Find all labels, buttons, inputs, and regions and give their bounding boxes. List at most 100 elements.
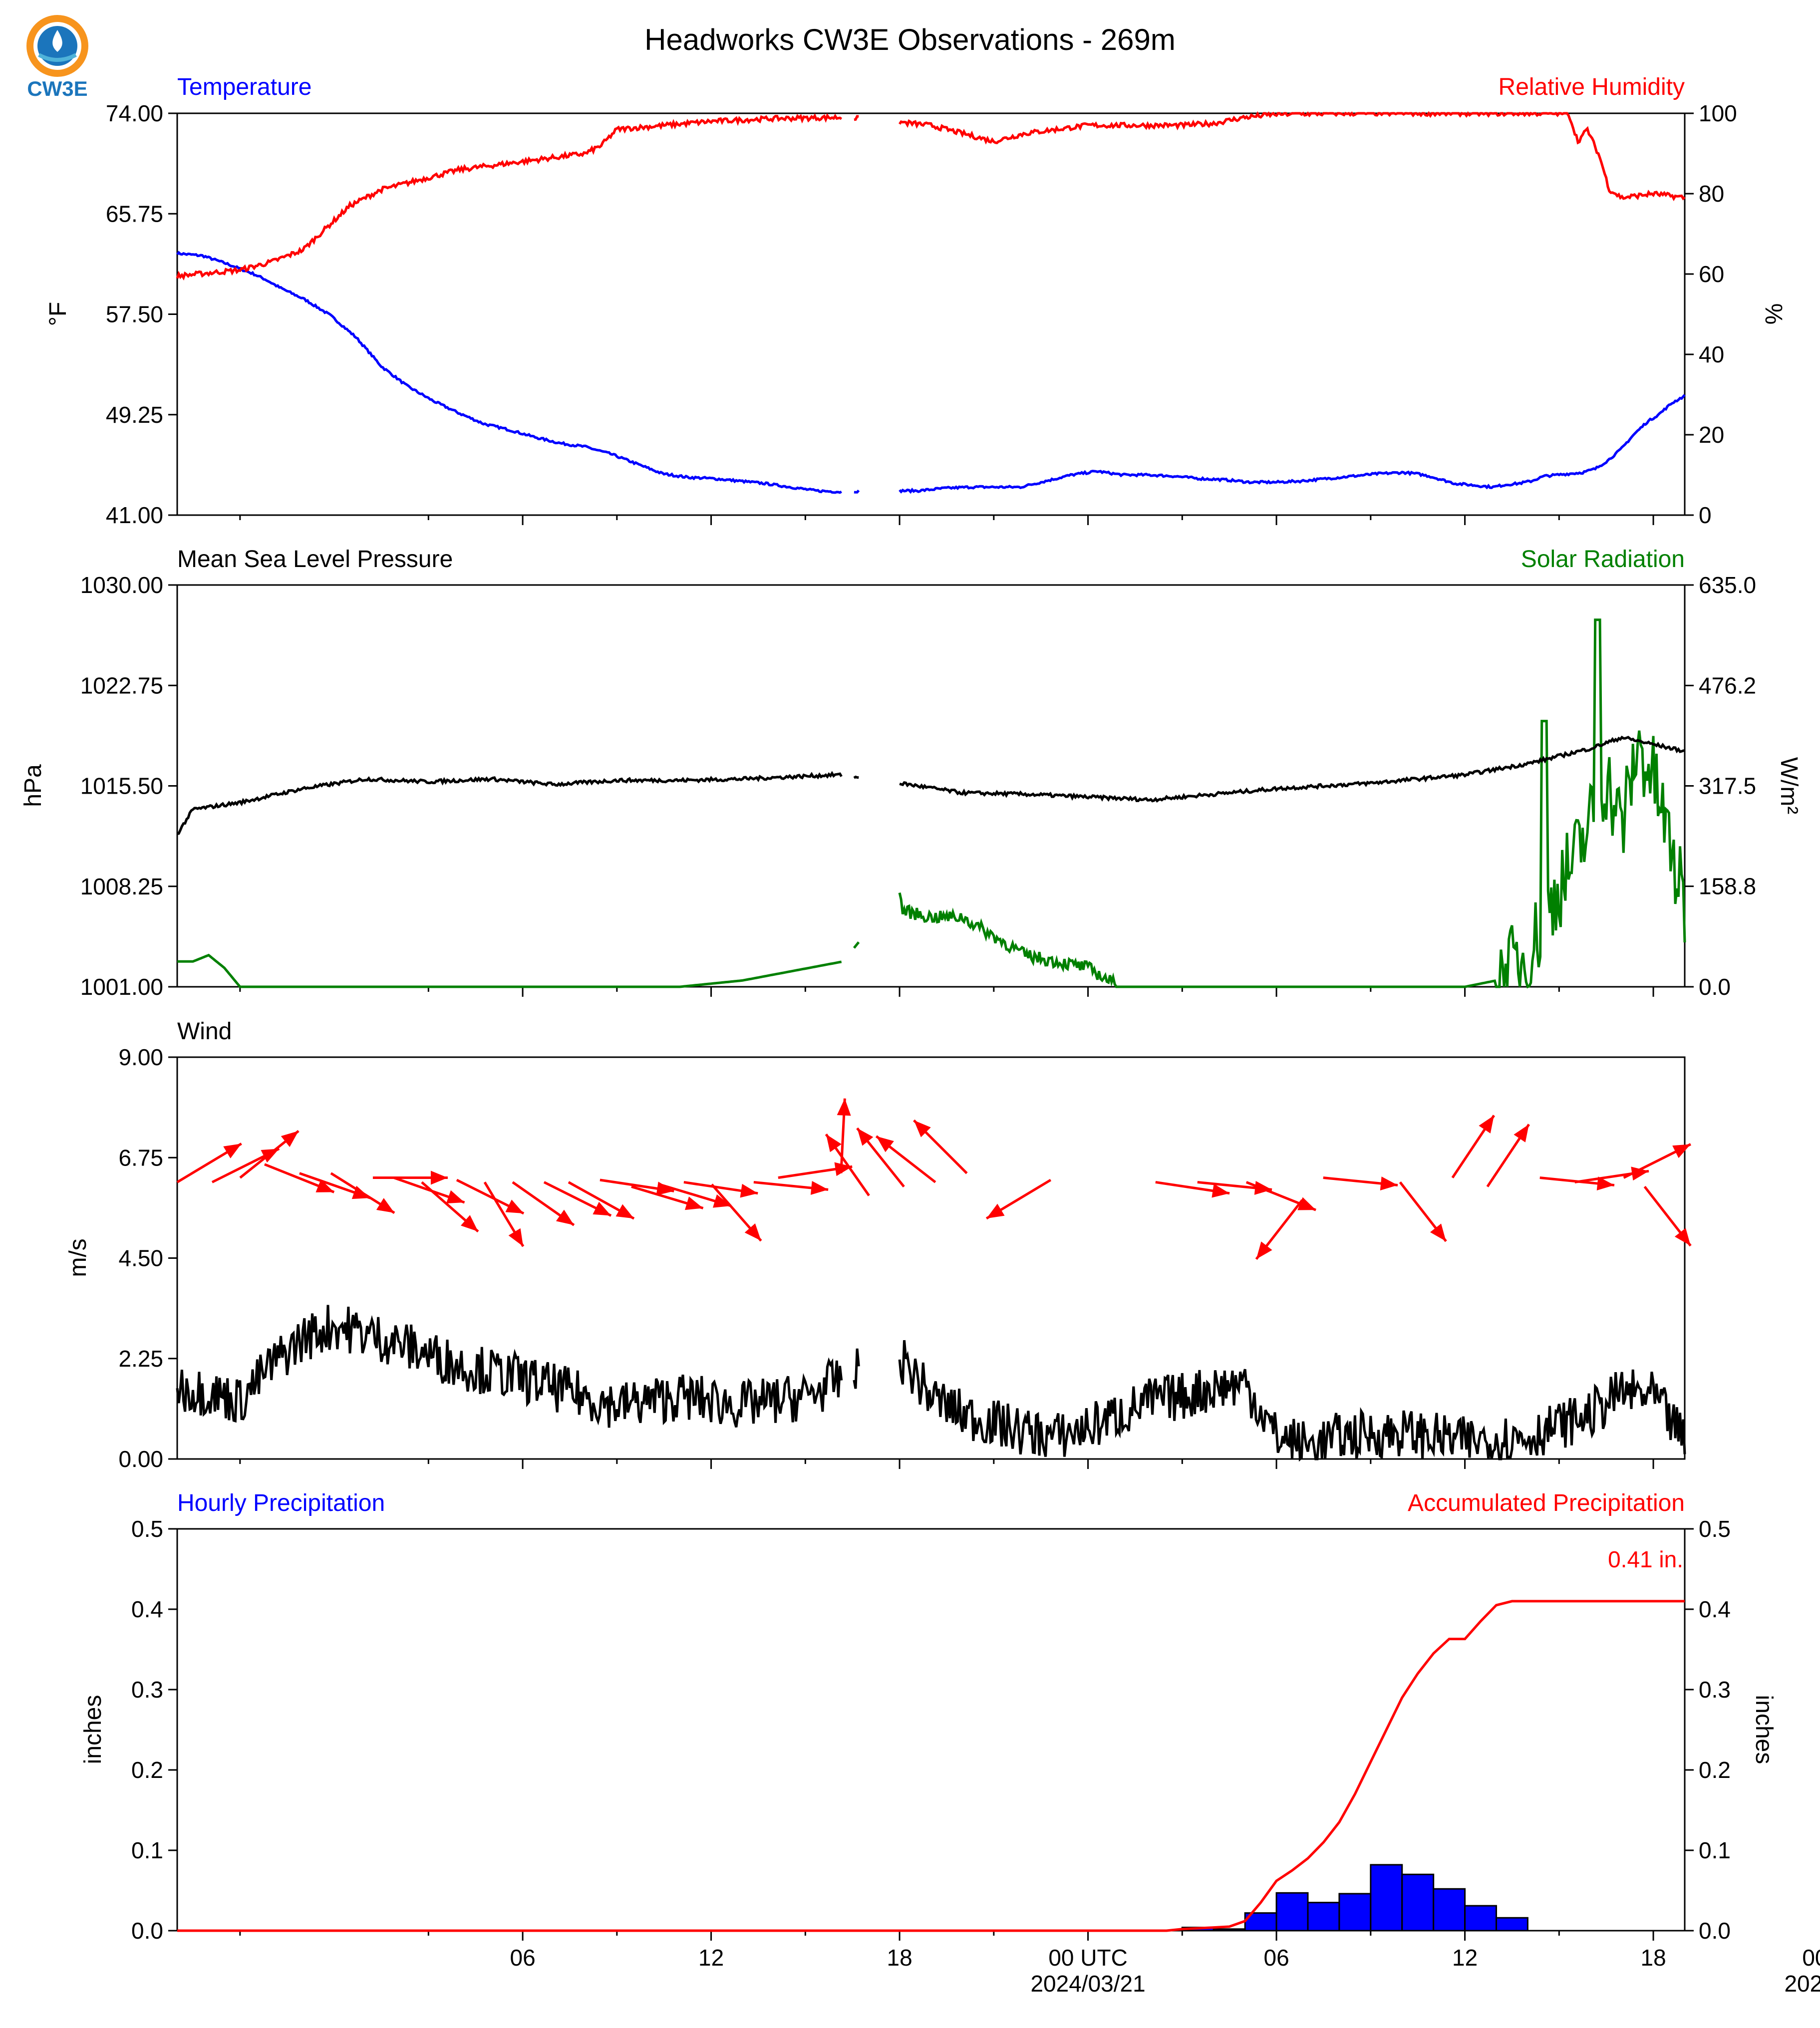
x-tick-label: 06 — [510, 1945, 535, 1971]
humidity-axis-label: % — [1760, 303, 1787, 325]
y2-tick-label: 0.2 — [1699, 1757, 1731, 1783]
y-tick-label: 1001.00 — [80, 974, 163, 1000]
logo-wave-icon — [38, 53, 77, 62]
y2-tick-label: 0 — [1699, 502, 1712, 528]
x-date-label: 2024/03/21 — [1030, 1971, 1145, 1997]
y2-tick-label: 0.0 — [1699, 1918, 1731, 1944]
y-tick-label: 74.00 — [106, 100, 163, 126]
panel-temperature-humidity: Temperature Relative Humidity °F % 41.00… — [45, 74, 1787, 528]
pressure-line — [177, 735, 1685, 836]
y2-tick-label: 20 — [1699, 422, 1724, 448]
y-tick-label: 57.50 — [106, 301, 163, 327]
y-tick-label: 1022.75 — [80, 672, 163, 698]
wind-arrowhead — [1596, 1176, 1614, 1190]
y2-tick-label: 0.0 — [1699, 974, 1731, 1000]
wind-arrowhead — [376, 1198, 395, 1213]
wind-arrowhead — [615, 1204, 634, 1219]
y-tick-label: 2.25 — [118, 1346, 163, 1372]
wind-arrowhead — [461, 1215, 478, 1232]
wind-arrowhead — [986, 1203, 1005, 1219]
panel-wind: Wind m/s 0.00 2.25 4.50 6.75 9.00 — [65, 1018, 1692, 1472]
panel-pressure-solar: Mean Sea Level Pressure Solar Radiation … — [20, 546, 1802, 1000]
precip-bar — [1401, 1873, 1435, 1932]
panel-frame — [176, 112, 1686, 516]
wind-arrowhead — [1479, 1115, 1494, 1134]
y2-tick-label: 80 — [1699, 181, 1724, 207]
wind-arrowhead — [1212, 1183, 1230, 1198]
pressure-axis-label: hPa — [20, 764, 46, 807]
accum-precip-title: Accumulated Precipitation — [1408, 1490, 1685, 1516]
x-tick-label: 00 UTC — [1802, 1945, 1820, 1971]
y2-tick-label: 476.2 — [1699, 672, 1756, 698]
pressure-title: Mean Sea Level Pressure — [177, 546, 453, 573]
wind-arrowhead — [281, 1131, 299, 1147]
wind-arrowhead — [744, 1223, 761, 1241]
precip-bar — [1433, 1888, 1466, 1932]
wind-arrowhead — [1674, 1228, 1691, 1246]
x-tick-label: 00 UTC — [1048, 1945, 1127, 1971]
y-tick-label: 0.3 — [131, 1677, 163, 1703]
y-tick-label: 0.0 — [131, 1918, 163, 1944]
y2-tick-label: 317.5 — [1699, 773, 1756, 799]
temperature-title: Temperature — [177, 74, 311, 100]
y2-tick-label: 0.1 — [1699, 1837, 1731, 1863]
wind-arrowhead — [684, 1196, 703, 1210]
precip-bar — [1370, 1864, 1403, 1932]
precip-bar — [1496, 1917, 1528, 1932]
precip-axis-label: inches — [80, 1695, 106, 1764]
wind-arrowhead — [740, 1183, 758, 1198]
wind-arrowhead — [508, 1228, 524, 1247]
logo-sun-ring-icon — [26, 15, 88, 77]
wind-arrowhead — [556, 1209, 574, 1225]
wind-arrowhead — [810, 1181, 829, 1195]
y-tick-label: 0.00 — [118, 1446, 163, 1472]
x-tick-label: 06 — [1263, 1945, 1289, 1971]
wind-arrowhead — [1672, 1144, 1691, 1159]
hourly-precip-title: Hourly Precipitation — [177, 1490, 385, 1516]
panel-precipitation: Hourly Precipitation Accumulated Precipi… — [80, 1490, 1820, 1997]
wind-arrowhead — [1631, 1166, 1649, 1181]
x-date-label: 2024/03/22 — [1784, 1971, 1820, 1997]
y2-tick-label: 635.0 — [1699, 572, 1756, 598]
wind-arrowhead — [446, 1190, 465, 1204]
y-tick-label: 9.00 — [118, 1044, 163, 1070]
y2-tick-label: 0.4 — [1699, 1596, 1731, 1622]
y2-tick-label: 60 — [1699, 261, 1724, 287]
y-tick-label: 1015.50 — [80, 773, 163, 799]
wind-arrowhead — [876, 1136, 894, 1153]
wind-arrowhead — [913, 1120, 931, 1138]
y-tick-label: 1030.00 — [80, 572, 163, 598]
y-tick-label: 6.75 — [118, 1145, 163, 1170]
y2-tick-label: 40 — [1699, 341, 1724, 367]
y-tick-label: 65.75 — [106, 201, 163, 227]
wind-direction-arrows — [176, 1098, 1692, 1260]
x-tick-label: 18 — [1640, 1945, 1666, 1971]
wind-arrowhead — [223, 1144, 242, 1159]
y2-tick-label: 0.5 — [1699, 1516, 1731, 1542]
wind-arrowhead — [505, 1199, 524, 1214]
y-tick-label: 1008.25 — [80, 873, 163, 899]
precip-bar — [1307, 1902, 1340, 1932]
temperature-axis-label: °F — [45, 302, 71, 326]
wind-arrowhead — [593, 1201, 611, 1216]
logo-text: CW3E — [27, 77, 87, 100]
y-tick-label: 49.25 — [106, 402, 163, 428]
y2-tick-label: 0.3 — [1699, 1677, 1731, 1703]
wind-arrowhead — [826, 1134, 842, 1153]
precip-total-label: 0.41 in. — [1608, 1546, 1683, 1572]
wind-arrowhead — [430, 1170, 448, 1185]
humidity-title: Relative Humidity — [1499, 74, 1685, 100]
logo-droplet-icon — [52, 30, 62, 52]
wind-arrowhead — [837, 1098, 851, 1116]
wind-arrowhead — [1256, 1241, 1272, 1259]
y-tick-label: 0.4 — [131, 1596, 163, 1622]
wind-speed-line — [176, 1305, 1686, 1462]
humidity-line — [176, 111, 1686, 281]
wind-title: Wind — [177, 1018, 232, 1045]
wind-axis-label: m/s — [65, 1238, 91, 1277]
cw3e-logo: CW3E — [26, 15, 88, 100]
precip-bar — [1213, 1928, 1246, 1932]
wind-arrowhead — [1430, 1223, 1446, 1241]
wind-arrowhead — [712, 1194, 731, 1208]
